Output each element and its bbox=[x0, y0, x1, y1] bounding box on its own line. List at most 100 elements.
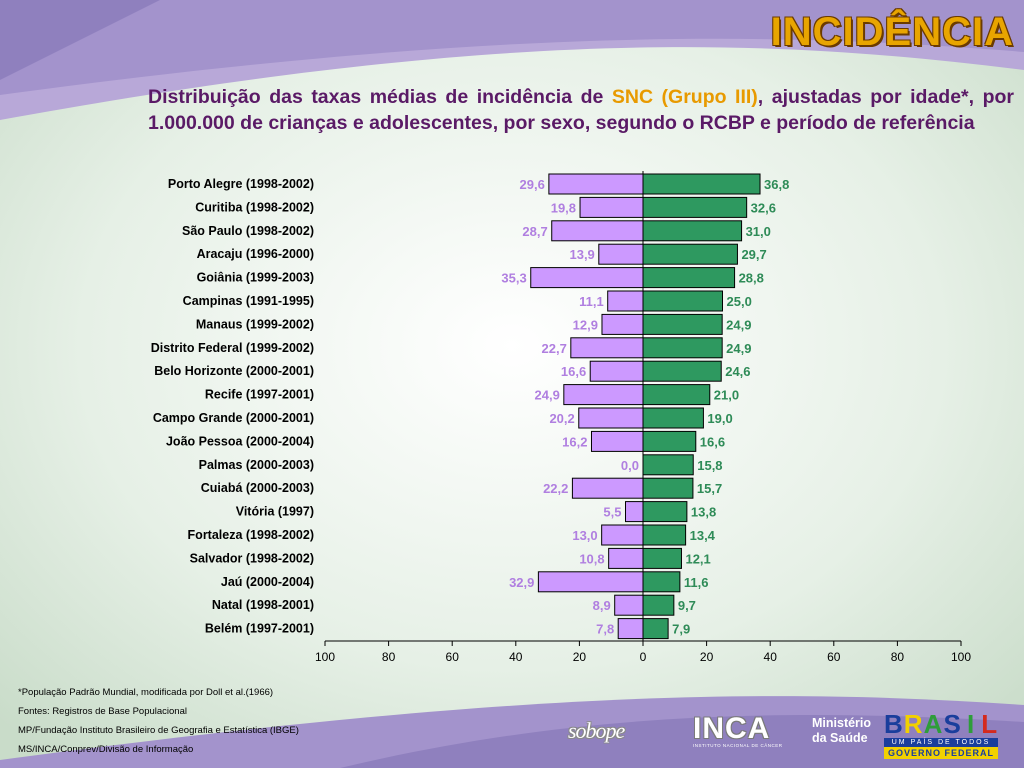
category-label: Vitória (1997) bbox=[236, 505, 314, 519]
sobope-logo: sobope bbox=[568, 718, 625, 743]
category-label: Distrito Federal (1999-2002) bbox=[151, 341, 314, 355]
bar-left bbox=[537, 571, 644, 593]
category-label: João Pessoa (2000-2004) bbox=[166, 434, 314, 448]
category-label: Campinas (1991-1995) bbox=[183, 294, 314, 308]
data-label-right: 24,9 bbox=[726, 341, 751, 356]
bar-left bbox=[617, 618, 644, 640]
data-label-left: 12,9 bbox=[573, 317, 598, 332]
footnote-sources: Fontes: Registros de Base Populacional bbox=[18, 706, 187, 717]
inca-logo-text: INCA bbox=[693, 712, 771, 745]
incidence-chart: Porto Alegre (1998-2002) 29,6 36,8 Curitiba… bbox=[151, 171, 971, 664]
data-label-right: 25,0 bbox=[727, 294, 752, 309]
category-label: Salvador (1998-2002) bbox=[190, 551, 314, 565]
brasil-letter: R bbox=[903, 709, 923, 739]
category-label: Cuiabá (2000-2003) bbox=[201, 481, 314, 495]
category-label: São Paulo (1998-2002) bbox=[182, 224, 314, 238]
brasil-letter: I bbox=[967, 709, 975, 739]
data-label-left: 13,9 bbox=[569, 247, 594, 262]
bar-left bbox=[578, 407, 644, 429]
data-label-right: 9,7 bbox=[678, 598, 696, 613]
data-label-left: 16,2 bbox=[562, 434, 587, 449]
bar-left bbox=[570, 337, 644, 359]
ministerio-logo: Ministério da Saúde bbox=[812, 716, 871, 746]
x-tick-label: 60 bbox=[827, 650, 841, 664]
bar-right bbox=[642, 337, 723, 359]
subtitle-highlight: SNC (Grupo III) bbox=[611, 86, 758, 108]
brasil-letter: A bbox=[923, 709, 943, 739]
bar-left bbox=[548, 173, 644, 195]
footnote-ibge: MP/Fundação Instituto Brasileiro de Geog… bbox=[18, 725, 299, 736]
data-label-left: 19,8 bbox=[551, 200, 576, 215]
subtitle-text-end: , ajustadas por idade*, por 1.000.000 de… bbox=[148, 86, 1014, 134]
category-label: Palmas (2000-2003) bbox=[199, 458, 314, 472]
data-label-left: 16,6 bbox=[561, 364, 586, 379]
x-tick-label: 20 bbox=[700, 650, 714, 664]
x-tick-label: 60 bbox=[446, 650, 460, 664]
data-label-left: 29,6 bbox=[520, 177, 545, 192]
category-label: Goiânia (1999-2003) bbox=[197, 271, 314, 285]
chart-subtitle: Distribuição das taxas médias de incidên… bbox=[148, 84, 1014, 136]
subtitle-text-start: Distribuição das taxas médias de incidên… bbox=[148, 86, 612, 108]
bar-right bbox=[642, 618, 669, 640]
brasil-letter: B bbox=[884, 709, 903, 739]
bar-left bbox=[598, 243, 644, 265]
data-label-left: 22,2 bbox=[543, 481, 568, 496]
bar-left bbox=[571, 477, 644, 499]
inca-logo: INCA INSTITUTO NACIONAL DE CÂNCER bbox=[693, 712, 797, 748]
bar-left bbox=[601, 313, 644, 335]
bar-right bbox=[642, 524, 687, 546]
x-tick-label: 0 bbox=[640, 650, 647, 664]
category-label: Belo Horizonte (2000-2001) bbox=[154, 364, 314, 378]
footnote-inca: MS/INCA/Conprev/Divisão de Informação bbox=[18, 744, 194, 755]
brasil-letter: S bbox=[943, 709, 961, 739]
data-label-right: 12,1 bbox=[685, 551, 710, 566]
bar-right bbox=[642, 290, 723, 312]
footnote-population: *População Padrão Mundial, modificada po… bbox=[18, 687, 274, 698]
data-label-right: 13,4 bbox=[690, 528, 716, 543]
bar-left bbox=[579, 196, 644, 218]
data-label-left: 13,0 bbox=[572, 528, 597, 543]
brasil-tagline: UM PAÍS DE TODOS bbox=[884, 738, 998, 747]
data-label-left: 10,8 bbox=[579, 551, 604, 566]
footnotes: *População Padrão Mundial, modificada po… bbox=[18, 683, 338, 759]
data-label-right: 32,6 bbox=[751, 200, 776, 215]
category-label: Manaus (1999-2002) bbox=[196, 317, 314, 331]
x-tick-label: 40 bbox=[764, 650, 778, 664]
category-label: Natal (1998-2001) bbox=[212, 598, 314, 612]
bar-right bbox=[642, 267, 736, 289]
data-label-left: 5,5 bbox=[603, 505, 621, 520]
data-label-right: 31,0 bbox=[746, 224, 771, 239]
data-label-right: 11,6 bbox=[684, 575, 709, 590]
bar-right bbox=[642, 571, 681, 593]
x-tick-label: 100 bbox=[315, 650, 335, 664]
bar-left bbox=[608, 547, 644, 569]
category-label: Belém (1997-2001) bbox=[205, 622, 314, 636]
data-label-right: 15,8 bbox=[697, 458, 722, 473]
data-label-right: 19,0 bbox=[707, 411, 732, 426]
bar-right bbox=[642, 547, 682, 569]
category-label: Fortaleza (1998-2002) bbox=[188, 528, 314, 542]
x-tick-label: 80 bbox=[382, 650, 396, 664]
slide-heading: INCIDÊNCIA bbox=[770, 10, 1014, 54]
bar-right bbox=[642, 384, 711, 406]
ministerio-line-2: da Saúde bbox=[812, 731, 868, 745]
data-label-left: 35,3 bbox=[501, 271, 526, 286]
data-label-right: 28,8 bbox=[739, 271, 764, 286]
bar-right bbox=[642, 313, 723, 335]
bar-right bbox=[642, 173, 761, 195]
category-label: Recife (1997-2001) bbox=[205, 388, 314, 402]
bar-right bbox=[642, 243, 738, 265]
data-label-right: 13,8 bbox=[691, 505, 716, 520]
category-label: Campo Grande (2000-2001) bbox=[153, 411, 314, 425]
x-tick-label: 80 bbox=[891, 650, 905, 664]
category-label: Aracaju (1996-2000) bbox=[197, 247, 314, 261]
data-label-left: 0,0 bbox=[621, 458, 639, 473]
bar-left bbox=[530, 267, 644, 289]
x-tick-label: 40 bbox=[509, 650, 523, 664]
data-label-right: 16,6 bbox=[700, 434, 725, 449]
data-label-right: 7,9 bbox=[672, 622, 690, 637]
brasil-letter: L bbox=[981, 709, 998, 739]
x-tick-label: 20 bbox=[573, 650, 587, 664]
bar-left bbox=[614, 594, 644, 616]
